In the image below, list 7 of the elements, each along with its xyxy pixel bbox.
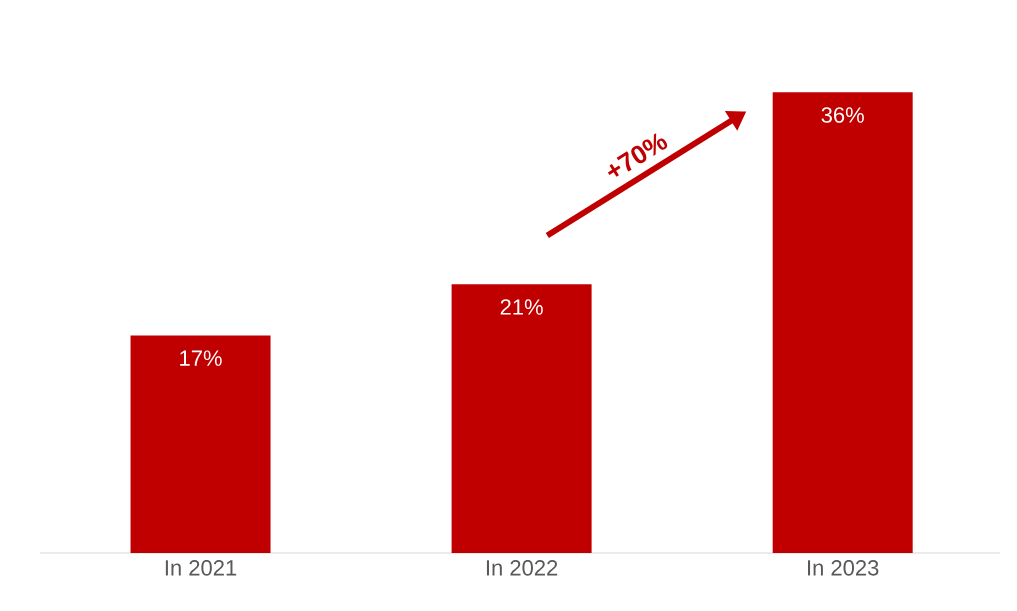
x-tick-label: In 2021: [165, 560, 237, 576]
data-label: 17%: [180, 350, 222, 366]
data-label: 36%: [821, 107, 864, 123]
data-label: 21%: [500, 299, 543, 315]
annotation: +70%: [607, 133, 668, 177]
x-tick-label: In 2022: [486, 560, 558, 576]
x-tick-label: In 2023: [808, 560, 879, 576]
